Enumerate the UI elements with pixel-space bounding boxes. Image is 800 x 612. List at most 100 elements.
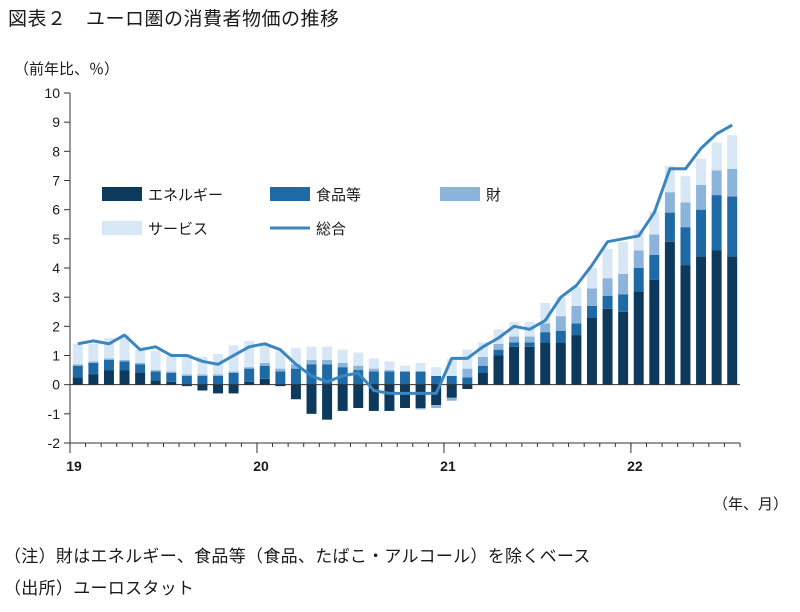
- bar-segment: [197, 375, 208, 385]
- bar-segment: [618, 294, 629, 312]
- bar-segment: [524, 346, 535, 385]
- chart-title: 図表２ ユーロ圏の消費者物価の推移: [8, 8, 340, 30]
- bar-segment: [228, 345, 239, 372]
- bar-segment: [353, 384, 364, 408]
- legend-swatch: [102, 187, 142, 201]
- bar-segment: [571, 286, 582, 306]
- bar-segment: [509, 342, 520, 347]
- bar-segment: [368, 371, 379, 385]
- bar-segment: [524, 342, 535, 347]
- bar-segment: [290, 348, 301, 365]
- bar-segment: [259, 345, 270, 363]
- bar-segment: [649, 211, 660, 235]
- bar-segment: [462, 368, 473, 378]
- bar-segment: [727, 256, 738, 385]
- bar-segment: [664, 192, 675, 213]
- y-tick-label: 2: [52, 318, 60, 334]
- bar-segment: [586, 317, 597, 385]
- bar-segment: [633, 230, 644, 251]
- bar-segment: [88, 374, 99, 385]
- bar-segment: [244, 367, 255, 369]
- bar-segment: [213, 375, 224, 385]
- bar-segment: [384, 371, 395, 385]
- bar-segment: [306, 359, 317, 365]
- bar-segment: [166, 355, 177, 372]
- x-tick-label: 21: [440, 458, 456, 474]
- bar-segment: [415, 362, 426, 372]
- bar-segment: [384, 361, 395, 371]
- bar-segment: [711, 195, 722, 251]
- bar-segment: [493, 355, 504, 385]
- bar-segment: [602, 295, 613, 309]
- bar-segment: [88, 362, 99, 375]
- bar-segment: [275, 384, 286, 387]
- bar-segment: [88, 343, 99, 362]
- bar-segment: [462, 384, 473, 390]
- bar-segment: [337, 349, 348, 363]
- bar-segment: [696, 158, 707, 185]
- legend-label: エネルギー: [148, 186, 223, 204]
- bar-segment: [337, 362, 348, 368]
- bar-segment: [446, 358, 457, 376]
- series-line-total: [77, 123, 733, 395]
- bar-segment: [431, 375, 442, 385]
- bar-segment: [259, 378, 270, 385]
- bar-segment: [290, 384, 301, 400]
- legend-label: 食品等: [316, 186, 361, 204]
- bar-segment: [555, 316, 566, 331]
- bar-segment: [368, 384, 379, 411]
- y-tick-label: 4: [52, 260, 60, 276]
- bar-segment: [680, 227, 691, 266]
- bar-segment: [633, 250, 644, 268]
- bar-segment: [696, 209, 707, 257]
- bar-segment: [119, 370, 130, 385]
- bar-segment: [290, 368, 301, 385]
- chart-source: （出所）ユーロスタット: [4, 579, 195, 599]
- bar-segment: [649, 234, 660, 255]
- bar-segment: [135, 373, 146, 385]
- bar-segment: [72, 365, 83, 378]
- bar-segment: [181, 375, 192, 385]
- y-tick-label: 3: [52, 289, 60, 305]
- bar-segment: [166, 381, 177, 385]
- chart-note: （注）財はエネルギー、食品等（食品、たばこ・アルコール）を除くベース: [4, 547, 591, 567]
- bar-segment: [150, 380, 161, 385]
- bar-segment: [649, 254, 660, 280]
- bar-segment: [696, 256, 707, 385]
- bar-segment: [493, 349, 504, 356]
- bar-segment: [680, 202, 691, 228]
- bar-segment: [290, 364, 301, 369]
- bar-segment: [540, 303, 551, 324]
- bar-segment: [477, 373, 488, 385]
- bar-segment: [135, 349, 146, 363]
- bar-segment: [664, 212, 675, 242]
- bar-segment: [228, 384, 239, 394]
- bar-segment: [446, 397, 457, 401]
- bar-segment: [135, 364, 146, 373]
- x-tick-label: 22: [627, 458, 643, 474]
- legend-label: 総合: [316, 220, 346, 238]
- bar-segment: [275, 368, 286, 372]
- bar-segment: [477, 365, 488, 373]
- y-tick-label: 7: [52, 173, 60, 189]
- bar-segment: [711, 250, 722, 385]
- bar-segment: [103, 370, 114, 385]
- bar-segment: [213, 374, 224, 376]
- legend-label: 財: [486, 186, 501, 204]
- bar-segment: [322, 346, 333, 360]
- bar-segment: [384, 384, 395, 411]
- y-axis-unit: （前年比、％）: [14, 60, 120, 78]
- bar-segment: [540, 342, 551, 385]
- bar-segment: [711, 170, 722, 196]
- x-tick-label: 19: [66, 458, 82, 474]
- bar-segment: [555, 342, 566, 385]
- bar-segment: [664, 165, 675, 193]
- bar-segment: [368, 358, 379, 369]
- bar-segment: [493, 343, 504, 350]
- bar-segment: [602, 278, 613, 296]
- bar-segment: [353, 370, 364, 385]
- bar-segment: [181, 354, 192, 375]
- y-tick-label: -2: [48, 435, 61, 451]
- bar-segment: [103, 338, 114, 359]
- bar-segment: [228, 371, 239, 373]
